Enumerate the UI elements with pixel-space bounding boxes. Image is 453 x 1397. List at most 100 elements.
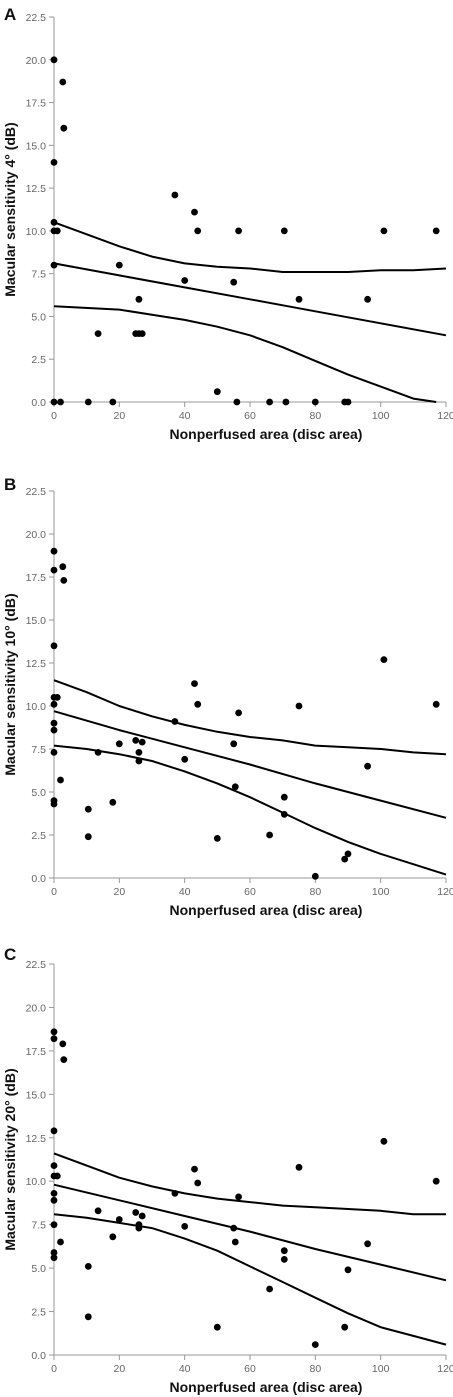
panel-c-data-point [280,1256,288,1263]
panel-c-label: C [4,945,16,964]
panel-b-data-point [171,718,179,725]
panel-b-x-tick-label: 60 [244,886,256,898]
panel-c-data-point [230,1224,238,1232]
panel-c-data-point [115,1216,123,1223]
panel-b-data-point [231,783,239,791]
panel-a-data-point [84,398,92,406]
panel-c-y-tick-label: 0.0 [31,1350,46,1362]
panel-a-data-point [311,398,319,406]
panel-a-y-tick-label: 0.0 [31,397,46,409]
panel-b-data-point [432,700,440,708]
panel-b-data-point [181,755,189,763]
panel-b-data-point [50,800,58,808]
panel-c-data-point [194,1179,202,1187]
panel-b-data-point [94,749,102,756]
panel-b-data-point [109,798,117,806]
panel-b-data-point [213,835,221,842]
panel-b-data-point [341,855,349,863]
panel-a-y-tick-label: 15.0 [26,140,47,152]
panel-a: A 0.0 2.5 5.0 7.5 10.0 12.5 15.0 17.5 20.0 22.5 0 2… [2,5,453,442]
panel-c-data-point [266,1285,273,1293]
panel-b-x-tick-label: 80 [309,886,321,898]
panel-c-x-tick-label: 120 [437,1363,453,1375]
panel-b-data-point [135,749,143,756]
panel-a-data-point [60,124,68,132]
panel-c-data-point [50,1221,58,1229]
panel-c-data-point [344,1266,352,1274]
panel-a-x-tick-label: 40 [179,410,191,422]
panel-b-y-tick-label: 5.0 [31,787,46,799]
panel-c-data-point [84,1313,92,1321]
panel-b-data-point [84,833,92,841]
panel-a-data-point [135,295,143,303]
panel-b-data-point [266,831,273,839]
panel-c-x-tick-label: 0 [51,1363,57,1375]
panel-b-data-point [53,694,61,701]
panel-b-data-point [50,726,58,734]
panel-a-data-point [50,261,58,269]
panel-a-y-tick-label: 22.5 [26,12,47,24]
panel-c-data-point [135,1224,143,1232]
panel-b-data-point [344,850,352,858]
panel-a-data-point [233,398,241,406]
panel-c-data-point [432,1177,440,1185]
panel-c-y-tick-label: 22.5 [26,959,47,971]
panel-b-x-tick-label: 120 [437,886,453,898]
panel-b-y-tick-label: 15.0 [26,615,47,627]
panel-c-y-tick-label: 12.5 [26,1133,47,1145]
panel-c-data-point [50,1162,58,1169]
panel-c-data-point [50,1028,58,1036]
panel-a-data-point [364,295,371,303]
panel-b-y-tick-label: 0.0 [31,873,46,885]
panel-b-data-point [59,563,67,571]
panel-a-data-point [138,330,146,337]
panel-b-y-axis-label: Macular sensitivity 10° (dB) [2,593,18,775]
panel-b-data-point [194,700,202,708]
panel-c-data-point [191,1165,198,1173]
panel-a-lower-confidence-band [53,305,437,403]
panel-a-data-point [235,227,243,235]
panel-b-y-tick-label: 7.5 [31,744,46,756]
panel-c-data-point [94,1207,102,1215]
panel-a-x-tick-label: 80 [309,410,321,422]
panel-a-x-axis-label: Nonperfused area (disc area) [170,426,363,442]
panel-a-data-point [115,261,123,269]
panel-c-data-point [231,1238,239,1246]
panel-c-lower-confidence-band [53,1213,447,1346]
panel-a-x-tick-label: 60 [244,410,256,422]
panel-b-data-point [50,642,58,650]
panel-a-data-point [344,398,352,406]
panel-a-y-tick-label: 10.0 [26,226,47,238]
panel-b-data-point [57,776,64,784]
panel-b-y-tick-label: 12.5 [26,658,47,670]
panel-a-data-point [57,398,64,406]
panel-c: C 0.0 2.5 5.0 7.5 10.0 12.5 15.0 17.5 20.0 22.5 0 2… [2,945,453,1395]
panel-c-data-point [50,1035,58,1043]
panel-b-data-point [84,805,92,813]
panel-b-x-tick-label: 0 [51,886,57,898]
panel-c-data-point [50,1254,58,1262]
panel-a-data-point [266,398,273,406]
panel-b-regression-line [53,710,447,819]
panel-c-x-axis-label: Nonperfused area (disc area) [170,1379,363,1395]
panel-b-data-point [280,793,288,801]
panel-c-data-point [60,1056,68,1063]
panel-a-data-point [181,277,189,284]
panel-b-lower-confidence-band [53,744,447,876]
panel-b-data-point [135,757,143,765]
panel-b-y-tick-label: 10.0 [26,701,47,713]
panel-a-data-point [50,218,58,226]
panel-a-data-point [194,227,202,235]
panel-c-data-point [380,1137,388,1145]
panel-a-upper-confidence-band [53,221,447,273]
panel-a-regression-line [53,262,447,337]
panel-c-data-point [235,1193,243,1201]
panel-b-data-point [235,709,243,717]
panel-a-y-tick-label: 7.5 [31,269,46,281]
panel-c-data-point [295,1163,303,1171]
panel-a-data-point [191,208,198,216]
panel-a-data-point [53,227,61,235]
panel-b-data-point [138,738,146,746]
panel-a-label: A [4,5,16,24]
